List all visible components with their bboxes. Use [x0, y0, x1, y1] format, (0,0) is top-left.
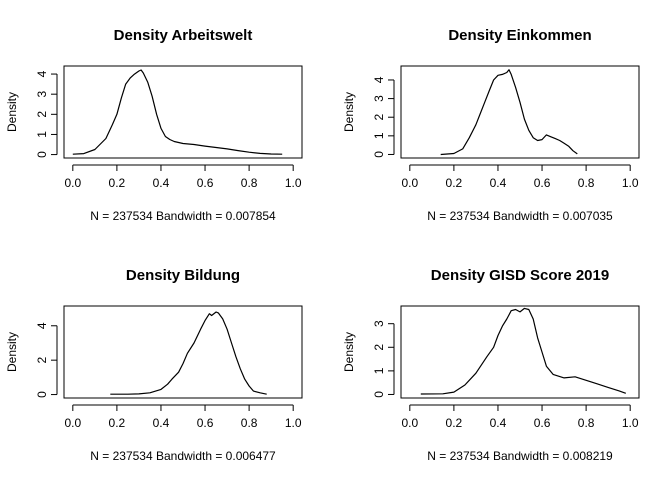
- y-tick-label: 3: [372, 95, 386, 102]
- density-curve: [72, 69, 283, 155]
- chart-title: Density Arbeitswelt: [114, 27, 253, 44]
- x-tick-label: 1.0: [622, 176, 639, 190]
- x-tick-label: 0.8: [578, 176, 595, 190]
- x-tick-label: 0.4: [153, 416, 170, 430]
- chart-title: Density Einkommen: [448, 27, 591, 44]
- y-tick-label: 2: [35, 357, 49, 364]
- y-axis-label: Density: [342, 332, 356, 372]
- density-curve: [440, 69, 578, 156]
- x-tick-label: 0.6: [197, 416, 214, 430]
- plot-frame: [63, 305, 303, 399]
- y-tick-label: 0: [35, 391, 49, 398]
- x-tick-label: 0.2: [109, 176, 126, 190]
- x-tick-label: 0.4: [153, 176, 170, 190]
- x-tick-label: 0.2: [446, 176, 463, 190]
- y-tick-label: 1: [372, 132, 386, 139]
- y-tick-label: 0: [35, 151, 49, 158]
- density-panel-2: Density Einkommen Density N = 237534 Bandw…: [342, 27, 640, 223]
- density-panel-3: Density Bildung Density N = 237534 Bandwid…: [5, 267, 303, 463]
- x-axis-label: N = 237534 Bandwidth = 0.007854: [90, 209, 276, 223]
- y-tick-label: 3: [372, 320, 386, 327]
- y-tick-label: 2: [372, 344, 386, 351]
- x-tick-label: 0.0: [401, 176, 418, 190]
- x-tick-label: 0.4: [490, 416, 507, 430]
- x-tick-label: 0.0: [64, 176, 81, 190]
- x-tick-label: 0.2: [446, 416, 463, 430]
- density-panel-1: Density Arbeitswelt Density N = 237534 Ban…: [5, 27, 303, 223]
- plot-frame: [400, 65, 640, 159]
- x-tick-label: 0.6: [534, 416, 551, 430]
- chart-title: Density GISD Score 2019: [431, 267, 609, 284]
- y-tick-label: 4: [35, 70, 49, 77]
- y-tick-label: 0: [372, 391, 386, 398]
- x-tick-label: 0.8: [241, 176, 258, 190]
- x-axis-label: N = 237534 Bandwidth = 0.007035: [427, 209, 613, 223]
- x-axis-label: N = 237534 Bandwidth = 0.008219: [427, 449, 613, 463]
- y-tick-label: 1: [372, 367, 386, 374]
- x-tick-label: 0.8: [241, 416, 258, 430]
- density-curve: [420, 307, 627, 395]
- y-tick-label: 4: [35, 322, 49, 329]
- y-tick-label: 2: [35, 111, 49, 118]
- x-tick-label: 0.8: [578, 416, 595, 430]
- y-axis-label: Density: [5, 92, 19, 132]
- x-tick-label: 0.4: [490, 176, 507, 190]
- x-tick-label: 0.6: [534, 176, 551, 190]
- y-tick-label: 3: [35, 91, 49, 98]
- plot-frame: [63, 65, 303, 159]
- x-tick-label: 1.0: [622, 416, 639, 430]
- x-tick-label: 0.6: [197, 176, 214, 190]
- x-tick-label: 0.0: [401, 416, 418, 430]
- chart-title: Density Bildung: [126, 267, 240, 284]
- x-tick-label: 1.0: [285, 176, 302, 190]
- y-tick-label: 0: [372, 151, 386, 158]
- y-tick-label: 4: [372, 76, 386, 83]
- density-panel-4: Density GISD Score 2019 Density N = 237534…: [342, 267, 640, 463]
- x-tick-label: 0.0: [64, 416, 81, 430]
- x-axis-label: N = 237534 Bandwidth = 0.006477: [90, 449, 276, 463]
- plot-frame: [400, 305, 640, 399]
- y-tick-label: 1: [35, 131, 49, 138]
- y-tick-label: 2: [372, 114, 386, 121]
- density-curve: [110, 311, 267, 395]
- y-axis-label: Density: [5, 332, 19, 372]
- y-axis-label: Density: [342, 92, 356, 132]
- x-tick-label: 1.0: [285, 416, 302, 430]
- x-tick-label: 0.2: [109, 416, 126, 430]
